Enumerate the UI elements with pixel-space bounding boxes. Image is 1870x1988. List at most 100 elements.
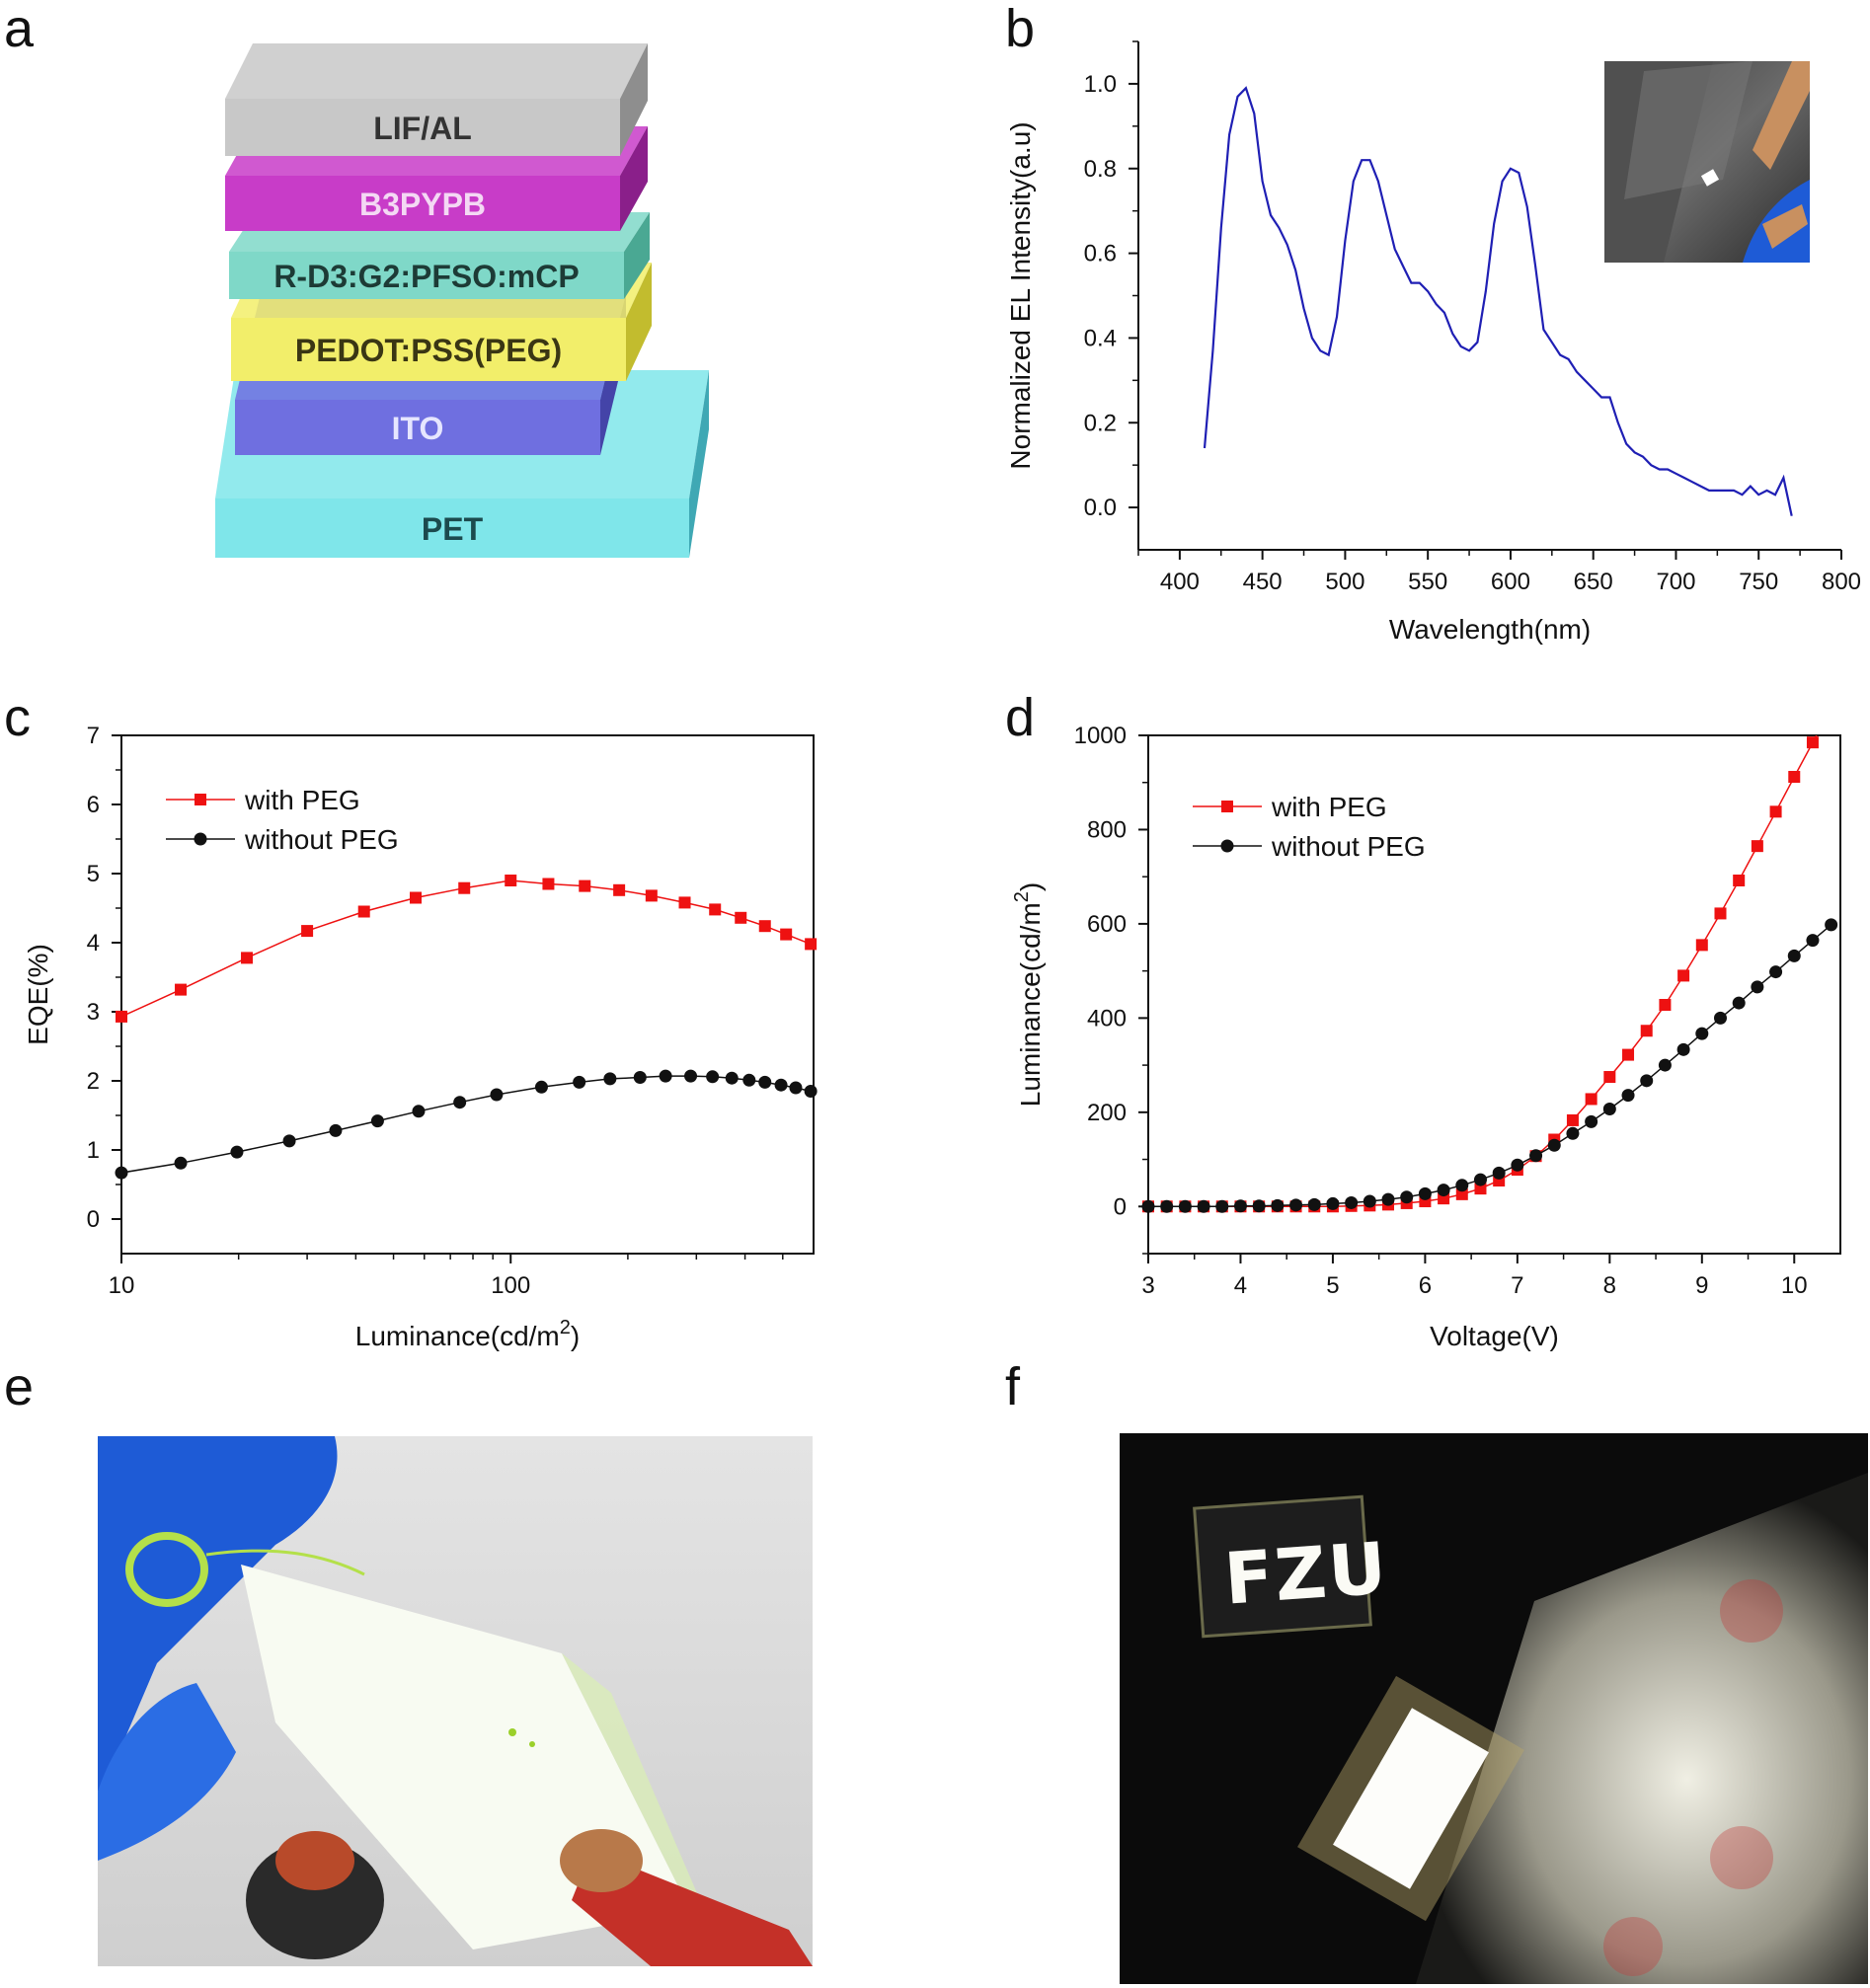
data-point: [573, 1075, 586, 1089]
data-point: [1455, 1187, 1468, 1200]
data-point: [534, 1080, 548, 1094]
data-point: [1788, 771, 1801, 783]
data-point: [1381, 1192, 1395, 1206]
data-point: [1585, 1093, 1597, 1106]
data-point: [1511, 1158, 1524, 1172]
data-point: [1622, 1048, 1635, 1061]
data-point: [1363, 1194, 1376, 1208]
data-point: [1825, 918, 1838, 932]
data-point: [603, 1072, 617, 1086]
x-tick-label: 5: [1326, 1272, 1339, 1299]
data-point: [1197, 1199, 1210, 1213]
data-point: [1640, 1074, 1654, 1088]
y-tick-label: 0.8: [1084, 156, 1117, 183]
data-point: [805, 938, 818, 951]
x-axis-label: Wavelength(nm): [1389, 614, 1591, 645]
panel-letter-e: e: [4, 1357, 35, 1416]
data-point: [453, 1096, 467, 1109]
series-line-1: [121, 1075, 812, 1174]
data-point: [1640, 1025, 1653, 1037]
data-point: [1713, 1011, 1727, 1025]
data-point: [1585, 1114, 1598, 1128]
fzu-oled-photo: FZU: [1120, 1433, 1868, 1984]
legend-label: without PEG: [244, 824, 399, 855]
legend-label: without PEG: [1271, 831, 1426, 862]
layer-front-face: [215, 498, 689, 558]
data-point: [774, 1078, 788, 1092]
layer-label: LIF/AL: [373, 111, 472, 146]
data-point: [742, 1073, 756, 1087]
panel-letter-f: f: [1005, 1357, 1021, 1416]
data-point: [412, 1105, 426, 1118]
data-point: [1732, 996, 1746, 1010]
data-point: [490, 1088, 504, 1102]
y-tick-label: 400: [1087, 1005, 1127, 1032]
data-point: [706, 1070, 720, 1084]
data-point: [645, 889, 658, 902]
x-tick-label: 800: [1822, 569, 1861, 595]
layer-label: R-D3:G2:PFSO:mCP: [273, 259, 579, 294]
data-point: [1787, 949, 1801, 962]
fzu-logo-text: FZU: [1221, 1526, 1391, 1621]
data-point: [758, 1075, 772, 1089]
x-tick-label: 6: [1419, 1272, 1432, 1299]
data-point: [1602, 1102, 1616, 1115]
data-point: [659, 1069, 672, 1083]
data-point: [1455, 1179, 1469, 1192]
data-point: [1566, 1126, 1580, 1140]
legend-marker: [194, 832, 207, 846]
x-tick-label: 3: [1141, 1272, 1154, 1299]
data-point: [684, 1069, 698, 1083]
data-point: [1178, 1199, 1192, 1213]
data-point: [789, 1081, 803, 1095]
layer-front-face: [225, 99, 620, 156]
y-tick-label: 0: [1114, 1193, 1127, 1220]
data-point: [1658, 1058, 1672, 1072]
data-point: [1418, 1186, 1432, 1200]
data-point: [678, 896, 691, 909]
data-point: [1437, 1184, 1450, 1197]
y-axis-label: Luminance(cd/m2): [1011, 882, 1046, 1107]
data-point: [1714, 907, 1727, 920]
data-point: [1215, 1199, 1229, 1213]
y-tick-label: 0.4: [1084, 325, 1117, 351]
layer-side-face: [620, 43, 648, 156]
data-point: [1529, 1149, 1543, 1163]
y-tick-label: 0.0: [1084, 495, 1117, 521]
data-point: [174, 1156, 188, 1170]
data-point: [282, 1134, 296, 1148]
data-point: [1307, 1197, 1321, 1211]
layer-front-face: [229, 252, 624, 299]
data-point: [1676, 1042, 1690, 1056]
x-tick-label: 4: [1234, 1272, 1247, 1299]
y-tick-label: 600: [1087, 911, 1127, 938]
y-tick-label: 0.2: [1084, 410, 1117, 436]
x-tick-label: 450: [1243, 569, 1283, 595]
data-point: [613, 883, 626, 896]
data-point: [1326, 1196, 1340, 1210]
data-point: [1769, 805, 1782, 818]
legend-label: with PEG: [1271, 792, 1387, 822]
y-tick-label: 1.0: [1084, 71, 1117, 98]
data-point: [301, 925, 314, 938]
data-point: [633, 1071, 647, 1084]
data-point: [1733, 875, 1746, 886]
layer-side-face: [620, 126, 648, 231]
flexible-oled-photo: [98, 1436, 813, 1966]
layer-side-face: [689, 370, 709, 558]
x-tick-label: 700: [1656, 569, 1695, 595]
layer-side-face: [624, 212, 650, 299]
series-line-1: [1148, 924, 1832, 1208]
x-tick-label: 550: [1408, 569, 1447, 595]
data-point: [1289, 1198, 1303, 1212]
data-point: [1233, 1199, 1247, 1213]
data-point: [709, 903, 722, 916]
x-tick-label: 650: [1574, 569, 1613, 595]
layer-label: ITO: [392, 411, 444, 446]
data-point: [1566, 1113, 1579, 1126]
y-tick-label: 6: [87, 792, 100, 818]
data-point: [1345, 1195, 1359, 1209]
x-tick-label: 600: [1491, 569, 1530, 595]
